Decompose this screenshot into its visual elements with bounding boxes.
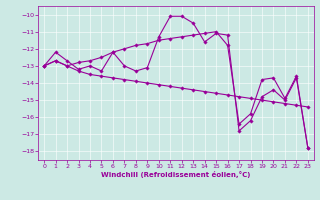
X-axis label: Windchill (Refroidissement éolien,°C): Windchill (Refroidissement éolien,°C)	[101, 171, 251, 178]
